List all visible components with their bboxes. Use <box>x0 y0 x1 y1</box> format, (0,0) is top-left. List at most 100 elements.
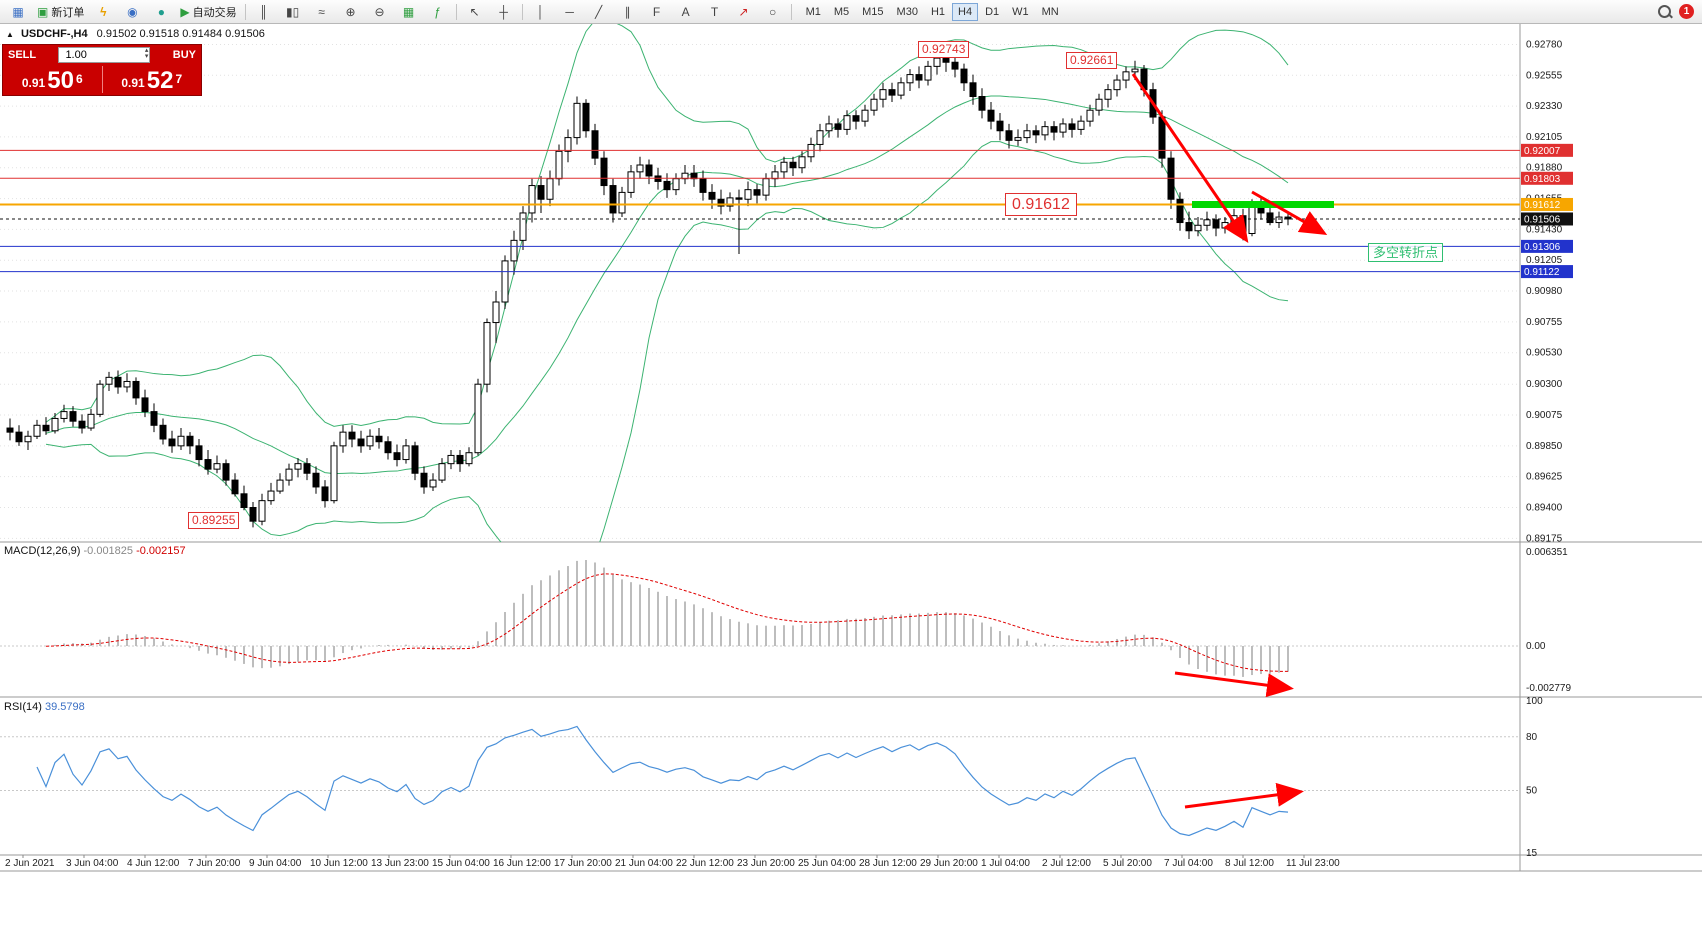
timeframe-d1[interactable]: D1 <box>985 5 1000 18</box>
candle <box>321 486 329 502</box>
text-label-tool-icon[interactable]: T <box>710 4 719 19</box>
autotrading-button[interactable]: ▶ 自动交易 <box>180 4 237 19</box>
buy-button[interactable]: 0.91 52 7 <box>103 64 202 95</box>
shapes-tool-icon[interactable]: ○ <box>768 4 777 19</box>
tile-windows-icon[interactable]: ▦ <box>402 4 415 19</box>
arrows-tool-icon[interactable]: ↗ <box>738 4 749 19</box>
time-axis-label: 22 Jun 12:00 <box>676 858 734 869</box>
price-axis-label: 0.90300 <box>1526 379 1563 390</box>
crosshair-icon[interactable]: ┼ <box>499 4 508 19</box>
candle <box>888 89 896 96</box>
candle <box>897 82 905 96</box>
time-axis-label: 21 Jun 04:00 <box>615 858 673 869</box>
candle <box>231 479 239 495</box>
time-axis-label: 29 Jun 20:00 <box>920 858 978 869</box>
volume-input[interactable]: 1.00 ▴ ▾ <box>58 47 151 63</box>
candle <box>510 239 518 262</box>
trendline-tool-icon[interactable]: ╱ <box>594 4 603 19</box>
fibonacci-tool-icon[interactable]: F <box>652 4 661 19</box>
line-chart-icon[interactable]: ≈ <box>318 4 325 19</box>
channel-tool-icon[interactable]: ∥ <box>624 4 631 19</box>
horizontal-line-tool-icon[interactable]: ─ <box>565 4 574 19</box>
timeframe-m15[interactable]: M15 <box>862 5 884 18</box>
timeframe-m1[interactable]: M1 <box>805 5 821 18</box>
candle <box>1131 68 1139 73</box>
candle <box>249 507 257 522</box>
candle <box>1113 79 1121 91</box>
spinner-down-icon[interactable]: ▾ <box>144 53 149 60</box>
community-icon[interactable]: ● <box>157 4 165 19</box>
candle <box>51 417 59 432</box>
indicators-icon[interactable]: ƒ <box>434 4 441 19</box>
zoom-in-icon[interactable]: ⊕ <box>345 4 356 19</box>
text-tool-icon[interactable]: A <box>681 4 690 19</box>
candle <box>96 383 104 415</box>
chart-window-icon[interactable]: ▦ <box>12 4 24 19</box>
market-watch-icon[interactable]: ◉ <box>127 4 138 19</box>
candle <box>987 109 995 122</box>
sell-button[interactable]: 0.91 50 6 <box>3 64 102 95</box>
timeframe-m30[interactable]: M30 <box>896 5 918 18</box>
price-axis-label: 0.90530 <box>1526 348 1563 359</box>
time-axis-label: 15 Jun 04:00 <box>432 858 490 869</box>
cursor-icon[interactable]: ↖ <box>469 4 480 19</box>
candle <box>960 68 968 84</box>
candle <box>915 74 923 81</box>
zoom-out-icon[interactable]: ⊖ <box>374 4 385 19</box>
sell-label[interactable]: SELL <box>8 49 37 61</box>
candle <box>1212 219 1220 229</box>
vertical-line-tool-icon[interactable]: │ <box>536 4 545 19</box>
time-axis-label: 16 Jun 12:00 <box>493 858 551 869</box>
candle <box>24 435 32 443</box>
new-order-button[interactable]: ▣ 新订单 <box>37 4 85 19</box>
candle <box>375 435 383 443</box>
candlestick-chart-icon[interactable]: ▮▯ <box>285 4 300 19</box>
time-axis-label: 25 Jun 04:00 <box>798 858 856 869</box>
candle <box>924 65 932 81</box>
price-axis-label: 0.91880 <box>1526 163 1563 174</box>
spinner-up-icon[interactable]: ▴ <box>144 47 149 54</box>
bar-chart-icon[interactable]: ║ <box>259 4 268 19</box>
price-tag-label: 0.91306 <box>1524 242 1561 253</box>
timeframe-h1[interactable]: H1 <box>930 5 946 18</box>
trade-panel-toggle-icon[interactable]: ▲ <box>6 30 14 39</box>
turning-point-note[interactable]: 多空转折点 <box>1368 243 1444 262</box>
trend-arrow <box>1174 671 1294 698</box>
candle <box>708 191 716 200</box>
price-callout-92661[interactable]: 0.92661 <box>1066 52 1118 69</box>
candle <box>420 472 428 488</box>
price-callout-89255[interactable]: 0.89255 <box>188 512 240 529</box>
search-icon[interactable] <box>1658 5 1671 18</box>
candle <box>1194 224 1202 232</box>
candle <box>636 164 644 173</box>
time-axis-label: 10 Jun 12:00 <box>310 858 368 869</box>
buy-price-big: 52 <box>146 67 174 94</box>
candle <box>1104 89 1112 100</box>
price-axis-label: 0.89400 <box>1526 503 1563 514</box>
buy-label[interactable]: BUY <box>172 49 196 61</box>
price-tag-label: 0.91122 <box>1524 267 1560 278</box>
macd-main-value: -0.001825 <box>83 545 134 557</box>
price-callout-92743[interactable]: 0.92743 <box>918 41 970 58</box>
timeframe-m5[interactable]: M5 <box>833 5 850 18</box>
macd-signal-line <box>45 573 1289 672</box>
price-tag <box>1521 197 1573 211</box>
candle <box>402 445 410 461</box>
timeframe-w1[interactable]: W1 <box>1012 5 1029 18</box>
price-callout-91612[interactable]: 0.91612 <box>1005 193 1077 216</box>
volume-spinner[interactable]: ▴ ▾ <box>144 47 149 60</box>
price-tag <box>1521 143 1573 157</box>
notification-badge[interactable]: 1 <box>1679 4 1694 19</box>
timeframe-h4[interactable]: H4 <box>952 2 979 21</box>
candle <box>87 413 95 429</box>
timeframe-mn[interactable]: MN <box>1041 5 1059 18</box>
chart-canvas[interactable]: 0.927800.925550.923300.921050.918800.916… <box>0 24 1702 945</box>
sell-price-big: 50 <box>47 67 74 94</box>
candle <box>276 479 284 492</box>
lightning-icon[interactable]: ϟ <box>100 4 107 19</box>
candle <box>951 61 959 70</box>
candle <box>699 178 707 193</box>
candle <box>1086 109 1094 122</box>
candle <box>1284 216 1292 220</box>
candle <box>303 463 311 474</box>
